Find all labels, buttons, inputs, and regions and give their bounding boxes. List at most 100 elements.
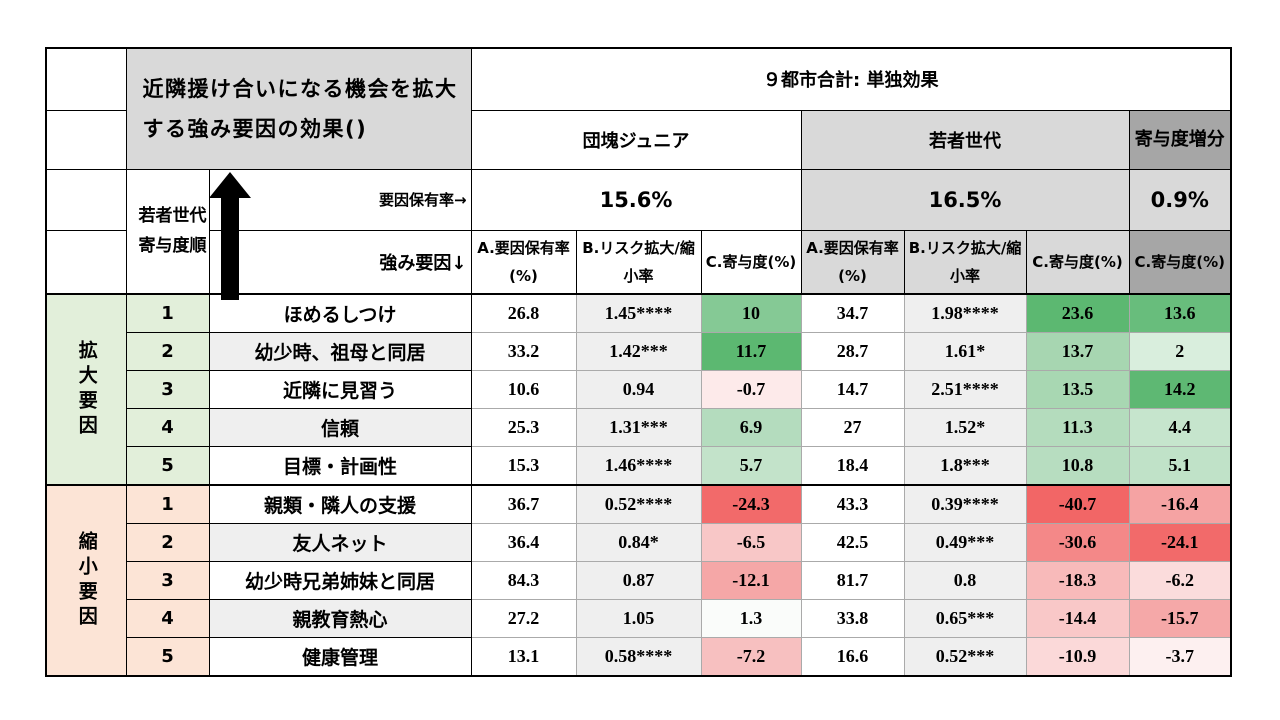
data-row: 縮小要因 1 親類・隣人の支援 36.7 0.52**** -24.3 43.3 0.39**… (45, 484, 1232, 677)
value-cell: 11.7 (700, 332, 802, 371)
value-cell: 2 (1128, 332, 1232, 371)
column-header: B.リスク拡大/縮小率 (903, 229, 1027, 295)
value-cell: 33.2 (470, 332, 577, 371)
value-cell: -14.4 (1025, 599, 1130, 638)
value-cell: 13.7 (1025, 332, 1130, 371)
rank: 2 (125, 332, 210, 371)
factor: 親教育熱心 (208, 599, 472, 638)
value-cell: 5.1 (1128, 446, 1232, 486)
value-cell: 10 (700, 293, 802, 333)
value-cell: -10.9 (1025, 637, 1130, 677)
table-title: 近隣援け合いになる機会を拡大する強み要因の効果() (125, 47, 472, 170)
value-cell: 0.39**** (903, 484, 1027, 524)
column-header: A.要因保有率(%) (800, 229, 905, 295)
value-cell: -12.1 (700, 561, 802, 600)
data-row: 4 親教育熱心 27.2 1.05 1.3 33.8 0.65*** -14.4 -15.7 (46, 599, 1232, 638)
column-header: C.寄与度(%) (700, 229, 802, 295)
value-cell: 5.7 (700, 446, 802, 486)
value-cell: 28.7 (800, 332, 905, 371)
value-cell: 81.7 (800, 561, 905, 600)
value-cell: 13.6 (1128, 293, 1232, 333)
factor: 友人ネット (208, 523, 472, 562)
value-cell: 6.9 (700, 408, 802, 447)
value-cell: -6.2 (1128, 561, 1232, 600)
blank-cell (45, 229, 127, 295)
value-cell: 26.8 (470, 293, 577, 333)
group-rate: 16.5% (800, 168, 1130, 231)
column-header: B.リスク拡大/縮小率 (575, 229, 702, 295)
rank: 3 (125, 561, 210, 600)
value-cell: -40.7 (1025, 484, 1130, 524)
group-rate: 0.9% (1128, 168, 1232, 231)
column-header: C.寄与度(%) (1128, 229, 1232, 295)
value-cell: -16.4 (1128, 484, 1232, 524)
blank-cell (45, 47, 127, 111)
value-cell: 15.3 (470, 446, 577, 486)
arrow (209, 172, 251, 300)
blank-cell (45, 109, 127, 170)
data-row: 5 目標・計画性 15.3 1.46**** 5.7 18.4 1.8*** 10.8 5.1 (46, 446, 1232, 486)
value-cell: 33.8 (800, 599, 905, 638)
table-body: 近隣援け合いになる機会を拡大する強み要因の効果() ９都市合計: 単独効果 団塊… (45, 47, 1232, 677)
value-cell: 23.6 (1025, 293, 1130, 333)
data-row: 拡大要因 1 ほめるしつけ 26.8 1.45**** 10 34.7 1.98**** 23.… (45, 293, 1232, 486)
factor: 幼少時兄弟姉妹と同居 (208, 561, 472, 600)
value-cell: 14.2 (1128, 370, 1232, 409)
value-cell: 36.4 (470, 523, 577, 562)
value-cell: 36.7 (470, 484, 577, 524)
data-row: 2 幼少時、祖母と同居 33.2 1.42*** 11.7 28.7 1.61* 13.7 2 (46, 332, 1232, 371)
header-row: 強み要因↓ A.要因保有率(%) B.リスク拡大/縮小率 C.寄与度(%) A.要因保… (45, 229, 1232, 295)
value-cell: -24.1 (1128, 523, 1232, 562)
value-cell: -24.3 (700, 484, 802, 524)
value-cell: 1.52* (903, 408, 1027, 447)
value-cell: 43.3 (800, 484, 905, 524)
value-cell: -15.7 (1128, 599, 1232, 638)
value-cell: 0.94 (575, 370, 702, 409)
value-cell: 1.3 (700, 599, 802, 638)
rank: 1 (125, 293, 210, 333)
value-cell: 25.3 (470, 408, 577, 447)
value-cell: 18.4 (800, 446, 905, 486)
factor-label: 強み要因↓ (208, 229, 472, 295)
value-cell: 0.8 (903, 561, 1027, 600)
group-header: 寄与度増分 (1128, 109, 1232, 170)
value-cell: 13.1 (470, 637, 577, 677)
rank: 2 (125, 523, 210, 562)
value-cell: 1.05 (575, 599, 702, 638)
value-cell: 0.52**** (575, 484, 702, 524)
header-row: 近隣援け合いになる機会を拡大する強み要因の効果() ９都市合計: 単独効果 (45, 47, 1232, 170)
value-cell: -18.3 (1025, 561, 1130, 600)
data-row: 4 信頼 25.3 1.31*** 6.9 27 1.52* 11.3 4.4 (46, 408, 1232, 447)
value-cell: 1.45**** (575, 293, 702, 333)
value-cell: 16.6 (800, 637, 905, 677)
rank: 5 (125, 446, 210, 486)
value-cell: 1.42*** (575, 332, 702, 371)
value-cell: 14.7 (800, 370, 905, 409)
data-row: 3 近隣に見習う 10.6 0.94 -0.7 14.7 2.51**** 13.5 14.2 (46, 370, 1232, 409)
value-cell: -0.7 (700, 370, 802, 409)
value-cell: 42.5 (800, 523, 905, 562)
rank: 3 (125, 370, 210, 409)
value-cell: 27.2 (470, 599, 577, 638)
value-cell: 0.87 (575, 561, 702, 600)
rank: 5 (125, 637, 210, 677)
value-cell: 1.31*** (575, 408, 702, 447)
value-cell: 13.5 (1025, 370, 1130, 409)
rank: 4 (125, 599, 210, 638)
value-cell: -3.7 (1128, 637, 1232, 677)
group-header: 団塊ジュニア (470, 109, 802, 170)
value-cell: 0.65*** (903, 599, 1027, 638)
data-row: 3 幼少時兄弟姉妹と同居 84.3 0.87 -12.1 81.7 0.8 -18.3 -6.2 (46, 561, 1232, 600)
section-label: 縮小要因 (45, 484, 127, 677)
factor: 目標・計画性 (208, 446, 472, 486)
value-cell: 10.8 (1025, 446, 1130, 486)
overall-header: ９都市合計: 単独効果 (470, 47, 1232, 111)
rank-label: 若者世代寄与度順 (125, 168, 210, 295)
factor: 幼少時、祖母と同居 (208, 332, 472, 371)
value-cell: 27 (800, 408, 905, 447)
value-cell: 0.52*** (903, 637, 1027, 677)
rank: 4 (125, 408, 210, 447)
up-arrow (209, 172, 251, 300)
value-cell: -30.6 (1025, 523, 1130, 562)
section-label: 拡大要因 (45, 293, 127, 486)
